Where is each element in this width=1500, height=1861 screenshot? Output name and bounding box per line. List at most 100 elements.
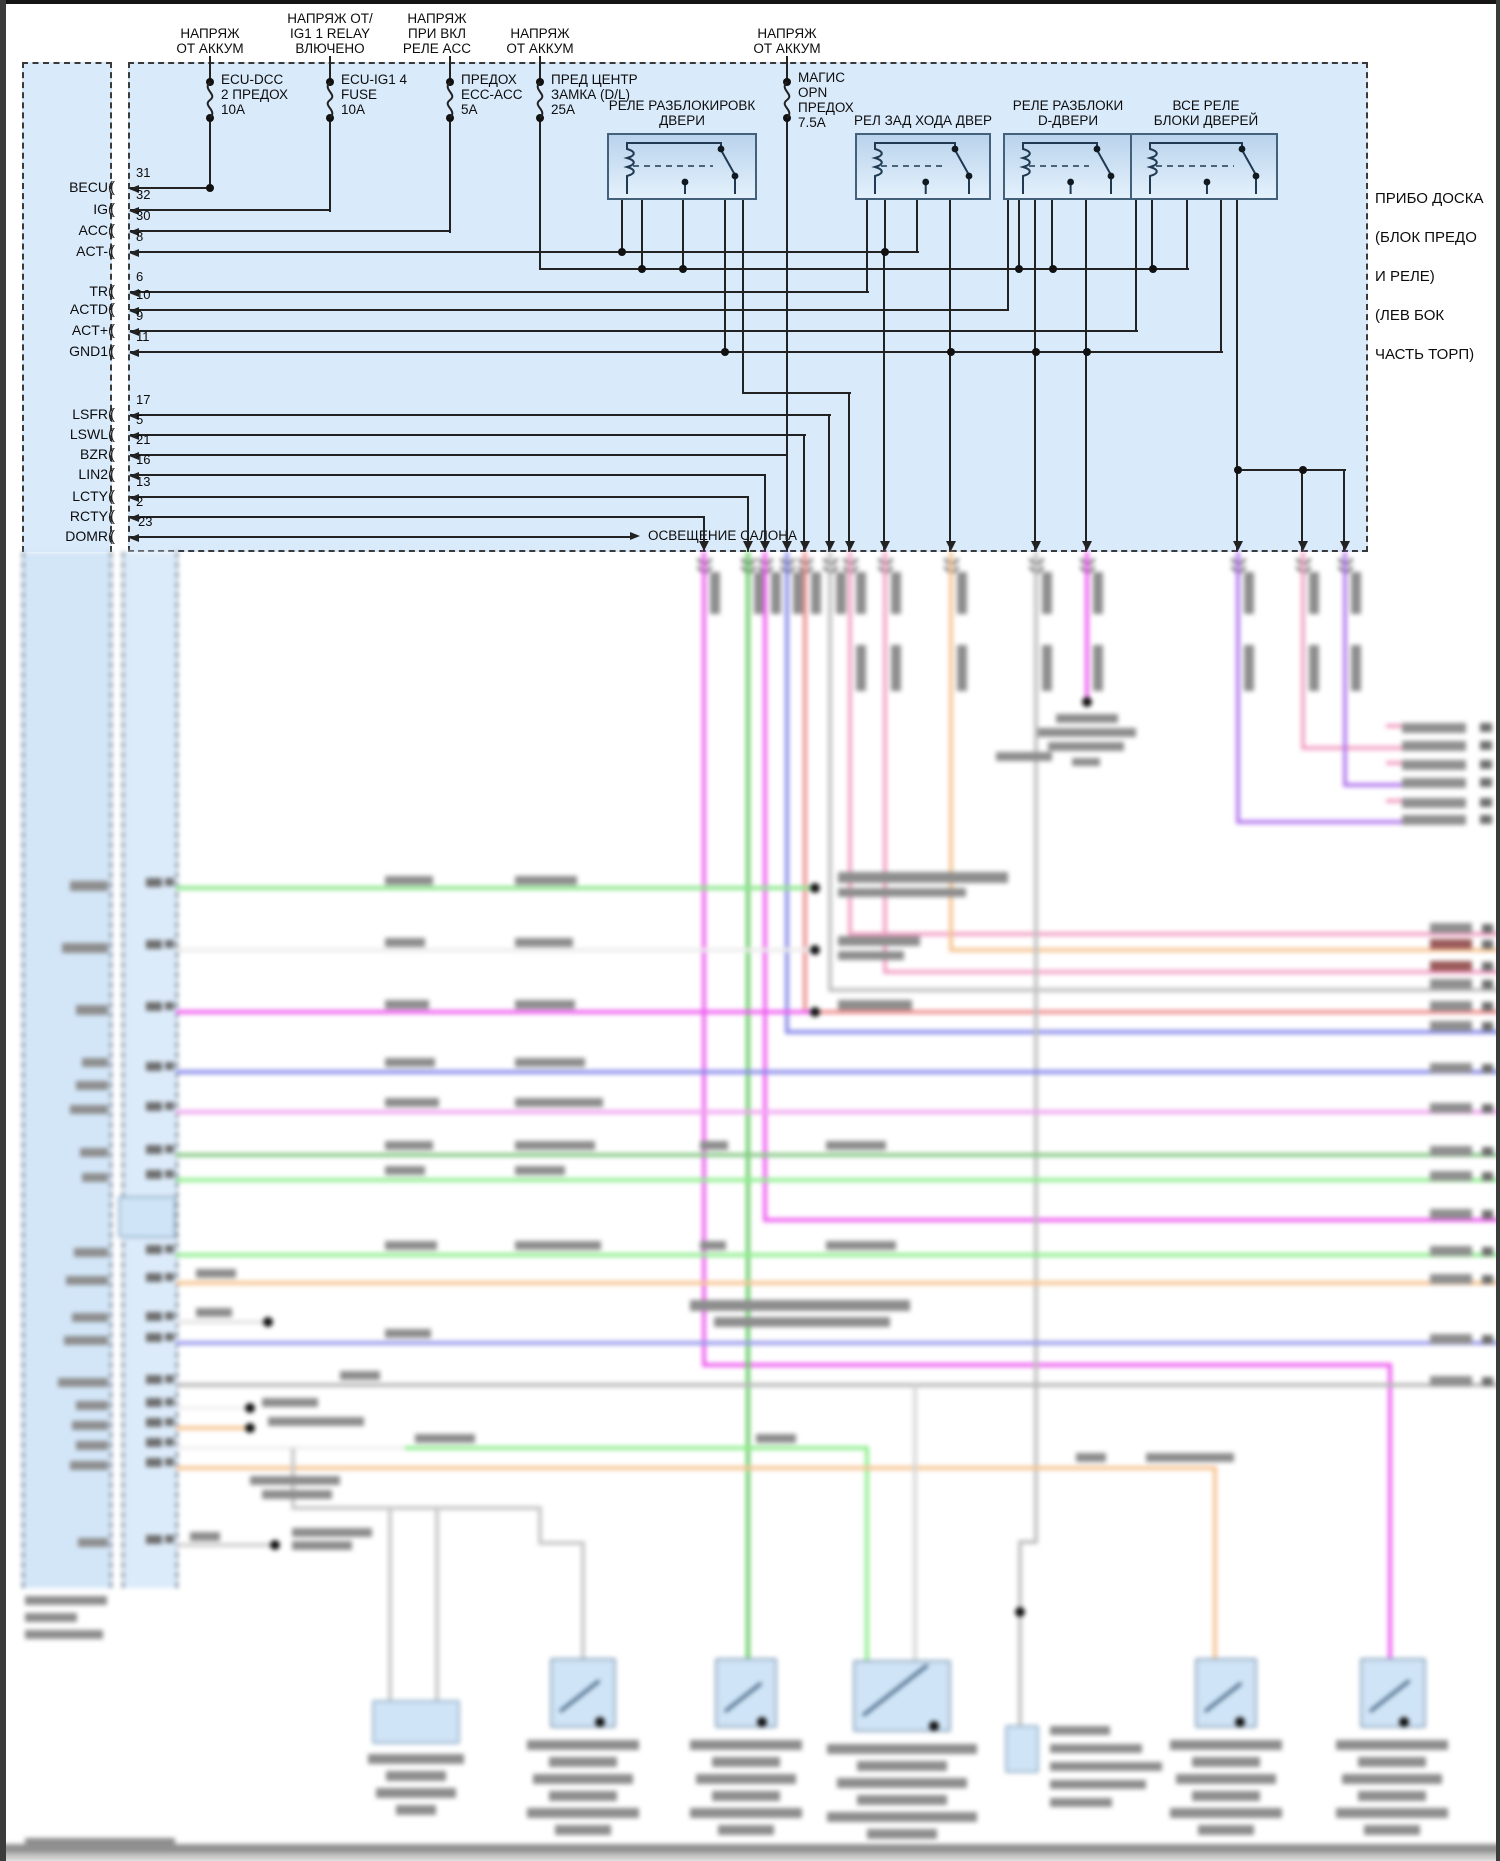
- component-label-blob: [527, 1808, 639, 1818]
- harness-down-arrow-icon: [844, 541, 855, 551]
- wire-code-blob: [1309, 572, 1319, 614]
- harness-down-arrow-icon: [879, 541, 890, 551]
- label-blob: [262, 1398, 318, 1407]
- wire-end-label-blob: [1430, 961, 1472, 971]
- wire-segment: [883, 253, 885, 552]
- junction-dot: [1399, 1717, 1409, 1727]
- junction-dot: [947, 348, 955, 356]
- relay-symbol: [855, 133, 991, 200]
- colored-wire: [746, 552, 750, 1658]
- wire-segment: [1236, 471, 1238, 552]
- label-blob: [515, 876, 577, 885]
- connector-pin-blob: [146, 1398, 162, 1407]
- colored-wire: [176, 1446, 405, 1450]
- wire-end-label-blob: [1430, 1171, 1472, 1181]
- connector-pin-blob: [146, 1438, 162, 1447]
- component-label-blob: [368, 1754, 464, 1764]
- component-label-blob: [712, 1791, 780, 1801]
- wire-segment: [539, 56, 541, 82]
- junction-dot: [1082, 697, 1092, 707]
- pin-bracket: ((: [108, 466, 115, 483]
- wire-end-label-blob: [1402, 723, 1466, 733]
- connector-num-blob: [165, 940, 174, 948]
- wire-segment: [329, 56, 331, 82]
- junction-dot: [1235, 1717, 1245, 1727]
- pin-bracket: ((: [108, 283, 115, 300]
- pin-label: BECU: [69, 179, 108, 195]
- wire-end-label-blob: [1430, 923, 1472, 933]
- colored-wire: [1236, 552, 1240, 824]
- colored-wire: [702, 1363, 1392, 1367]
- wire-segment: [130, 330, 1138, 332]
- wire-end-label-blob: [1430, 1246, 1472, 1256]
- component-label-blob: [690, 1740, 802, 1750]
- pin-arrow-icon: [129, 471, 139, 480]
- wire-end-num-blob: [1482, 1064, 1493, 1073]
- pin-arrow-icon: [129, 348, 139, 357]
- wire-segment: [1220, 200, 1222, 353]
- label-blob: [70, 881, 108, 891]
- connector-pin-blob: [146, 1312, 162, 1321]
- power-source-label: НАПРЯЖ ОТ АККУМ: [506, 26, 574, 56]
- wire-segment: [130, 536, 630, 538]
- relay-title: ВСЕ РЕЛЕ БЛОКИ ДВЕРЕЙ: [1153, 98, 1259, 128]
- label-blob: [78, 1538, 108, 1547]
- junction-dot: [783, 114, 791, 122]
- wire-code-blob: [1244, 645, 1254, 691]
- wire-end-num-blob: [1482, 1210, 1493, 1219]
- relay-box: [607, 133, 757, 200]
- wire-end-label-blob: [1430, 1021, 1472, 1031]
- label-blob: [76, 1401, 108, 1410]
- colored-wire: [785, 552, 789, 1034]
- colored-wire: [1343, 783, 1408, 787]
- wire-end-num-blob: [1482, 1002, 1493, 1011]
- component-label-blob: [1198, 1825, 1254, 1835]
- relay-symbol: [607, 133, 757, 200]
- pin-number: 31: [136, 165, 151, 180]
- wire-segment: [1051, 200, 1053, 270]
- label-blob: [515, 1141, 595, 1150]
- pin-bracket: ((: [108, 201, 115, 218]
- label-blob: [262, 1490, 332, 1499]
- connector-pin-blob: [146, 1145, 162, 1154]
- wire-segment: [130, 187, 211, 189]
- harness-down-arrow-icon: [742, 541, 753, 551]
- label-blob: [268, 1417, 364, 1426]
- label-blob: [292, 1541, 352, 1550]
- label-blob: [190, 1532, 220, 1541]
- harness-down-arrow-icon: [698, 541, 709, 551]
- colored-wire: [1034, 552, 1038, 1544]
- connector-pin-blob: [146, 1418, 162, 1427]
- fuse-symbol: [780, 81, 794, 119]
- label-blob: [515, 938, 573, 947]
- wire-segment: [621, 200, 623, 253]
- junction-dot: [1049, 265, 1057, 273]
- wire-code-blob: [1244, 572, 1254, 614]
- connector-num-blob: [165, 1273, 174, 1281]
- wire-end-num-blob: [1482, 1022, 1493, 1031]
- colored-wire: [828, 988, 1500, 992]
- label-blob: [838, 1000, 912, 1010]
- wire-code-blob: [1042, 645, 1052, 691]
- wire-segment: [828, 415, 830, 552]
- label-blob: [515, 1058, 585, 1067]
- label-blob: [70, 1461, 108, 1470]
- colored-wire: [176, 1543, 277, 1547]
- wire-end-num-blob: [1482, 1275, 1493, 1284]
- pin-bracket: ((: [108, 222, 115, 239]
- wire-segment: [130, 414, 831, 416]
- wire-segment: [449, 56, 451, 82]
- label-blob: [385, 1000, 429, 1009]
- wire-end-num-blob: [1482, 980, 1493, 989]
- label-blob: [62, 943, 108, 953]
- colored-wire: [176, 1320, 270, 1324]
- relay-title: РЕЛЕ РАЗБЛОКИРОВК ДВЕРИ: [608, 98, 756, 128]
- connector-num-blob: [165, 1002, 174, 1010]
- colored-wire: [176, 948, 816, 952]
- wire-code-blob: [754, 572, 764, 614]
- wire-end-num-blob: [1480, 741, 1492, 750]
- wire-end-num-blob: [1480, 760, 1492, 769]
- pin-label: RCTY: [69, 508, 108, 524]
- junction-dot: [1234, 466, 1242, 474]
- label-blob: [385, 938, 425, 947]
